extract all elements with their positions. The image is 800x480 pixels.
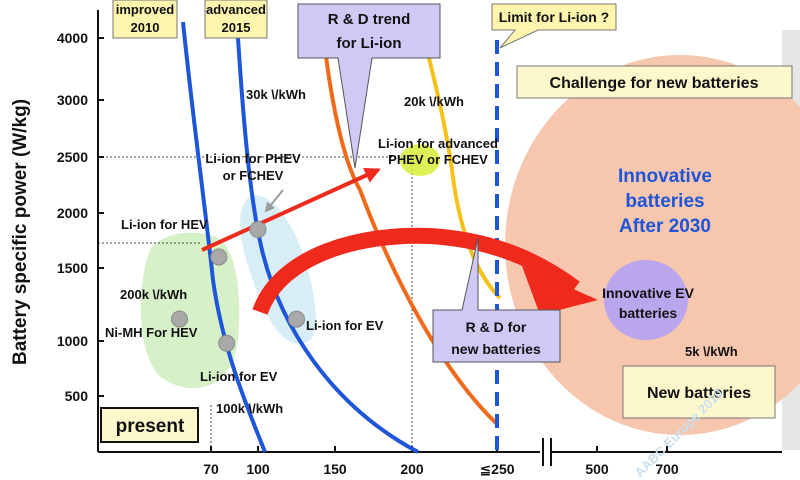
trend-arrow [201, 168, 381, 252]
label-liion-ev-high: Li-ion for EV [306, 318, 384, 333]
new-batteries-box: New batteries [622, 365, 776, 419]
y-tick-label: 500 [65, 388, 89, 404]
x-tick-label: 500 [585, 461, 609, 477]
data-point-4 [288, 310, 305, 328]
curve-30k [320, 21, 500, 427]
label-200k: 200k \/kWh [120, 287, 187, 302]
innovative-batteries-label: Innovative batteries After 2030 [618, 166, 712, 237]
y-tick-labels: 4000 3000 2500 2000 1500 1000 500 [57, 30, 104, 404]
present-box: present [100, 407, 199, 443]
challenge-region [505, 55, 800, 435]
y-tick-label: 2500 [57, 149, 88, 165]
svg-text:present: present [116, 416, 185, 437]
label-liion-ev-low: Li-ion for EV [200, 369, 278, 384]
advanced-2015-box: advanced 2015 [204, 0, 268, 39]
challenge-box: Challenge for new batteries [516, 65, 793, 99]
x-tick-label: ≦250 [479, 461, 514, 477]
data-point-1 [218, 334, 236, 352]
x-tick-label: 200 [400, 461, 424, 477]
y-tick-label: 3000 [57, 92, 88, 108]
y-tick-label: 1500 [57, 260, 88, 276]
limit-callout: Limit for Li-ion ? [491, 3, 617, 49]
x-tick-label: 700 [655, 461, 679, 477]
curve-100k [235, 21, 419, 454]
svg-text:Challenge for new batteries: Challenge for new batteries [550, 75, 759, 92]
y-tick-label: 4000 [57, 30, 88, 46]
data-point-0 [171, 310, 188, 328]
data-points [171, 221, 305, 352]
rd-trend-callout: R & D trend for Li-ion [297, 3, 441, 169]
label-advanced-phev: Li-ion for advanced PHEV or FCHEV [378, 136, 498, 167]
label-100k: 100k \/kWh [216, 401, 283, 416]
hev-region [140, 232, 240, 389]
point-innovative-ev [604, 260, 688, 340]
label-liion-hev: Li-ion for HEV [121, 217, 208, 232]
small-pointer-arrow [264, 189, 284, 213]
y-axis-title: Battery specific power (W/kg) [10, 99, 31, 365]
svg-text:New batteries: New batteries [647, 385, 751, 402]
y-tick-label: 1000 [57, 333, 88, 349]
x-tick-labels: 70 100 150 200 ≦250 500 700 [203, 446, 679, 477]
y-tick-label: 2000 [57, 205, 88, 221]
label-innovative-ev: Innovative EV batteries [602, 285, 694, 321]
point-advanced-phev [400, 144, 440, 176]
x-tick-label: 150 [323, 461, 347, 477]
label-30k: 30k \/kWh [246, 87, 306, 102]
label-nimh-hev: Ni-MH For HEV [105, 325, 198, 340]
x-tick-label: 70 [203, 461, 219, 477]
rd-new-callout: R & D for new batteries [432, 237, 561, 363]
curve-200k [181, 21, 267, 453]
label-liion-phev: Li-ion for PHEV or FCHEV [205, 151, 301, 183]
label-20k: 20k \/kWh [404, 94, 464, 109]
data-point-2 [210, 248, 228, 266]
label-5k: 5k \/kWh [685, 344, 738, 359]
rd-new-arrow [252, 227, 580, 316]
data-point-3 [249, 221, 267, 238]
improved-2010-box: improved 2010 [112, 0, 178, 39]
x-tick-label: 100 [246, 461, 270, 477]
svg-text:Limit for Li-ion ?: Limit for Li-ion ? [499, 9, 609, 25]
rd-new-arrowhead [522, 266, 598, 315]
